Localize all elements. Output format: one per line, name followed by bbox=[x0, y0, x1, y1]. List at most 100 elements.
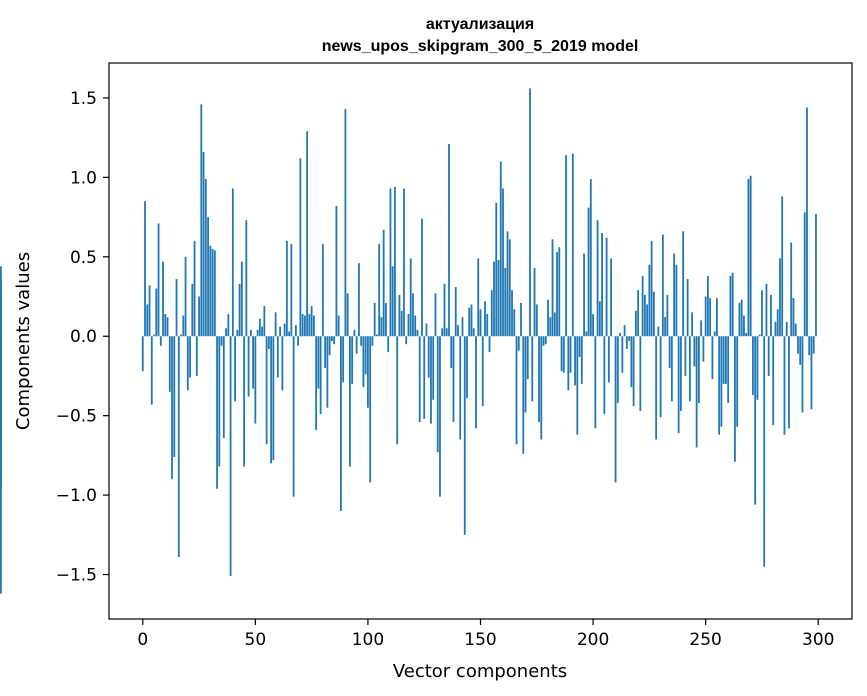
bar bbox=[535, 304, 538, 337]
bar bbox=[682, 231, 685, 337]
bar bbox=[812, 336, 815, 354]
bar bbox=[526, 336, 529, 380]
bar bbox=[533, 267, 536, 337]
bar bbox=[249, 329, 252, 337]
bar bbox=[551, 239, 554, 337]
bar bbox=[267, 336, 270, 349]
bar bbox=[220, 336, 223, 346]
bar bbox=[148, 285, 151, 337]
bar bbox=[578, 336, 581, 357]
bar bbox=[583, 253, 585, 337]
bar bbox=[231, 188, 234, 337]
bar bbox=[182, 315, 185, 337]
bar bbox=[686, 279, 689, 337]
bar bbox=[594, 336, 597, 429]
x-tick-label: 200 bbox=[577, 630, 609, 650]
bar bbox=[758, 334, 761, 337]
bar bbox=[394, 186, 396, 337]
bar bbox=[668, 336, 671, 368]
bar bbox=[749, 175, 752, 337]
bar bbox=[378, 244, 381, 337]
bar bbox=[0, 280, 2, 337]
bar bbox=[770, 294, 772, 337]
bar bbox=[544, 336, 547, 345]
bar bbox=[729, 275, 732, 337]
bar bbox=[619, 333, 621, 337]
bar bbox=[664, 317, 667, 337]
bar bbox=[245, 220, 248, 337]
bar bbox=[743, 315, 745, 337]
bar bbox=[547, 299, 549, 337]
bar bbox=[193, 240, 196, 337]
bar bbox=[628, 336, 630, 341]
bar bbox=[567, 336, 570, 391]
bar bbox=[263, 306, 266, 337]
bar bbox=[157, 223, 160, 337]
bar bbox=[783, 336, 786, 435]
bar bbox=[815, 213, 817, 337]
bar bbox=[659, 336, 662, 418]
y-tick-label: 1.5 bbox=[70, 89, 97, 109]
bar bbox=[623, 325, 626, 337]
bar bbox=[592, 313, 594, 337]
bar bbox=[761, 290, 763, 337]
bar bbox=[657, 326, 660, 337]
bar bbox=[288, 331, 291, 337]
bar bbox=[702, 336, 705, 362]
bar bbox=[713, 331, 716, 337]
bar bbox=[610, 258, 612, 337]
bar bbox=[247, 336, 250, 397]
bar bbox=[499, 161, 502, 337]
bar bbox=[607, 336, 610, 383]
bar bbox=[495, 202, 498, 337]
bar bbox=[776, 309, 779, 337]
bar bbox=[236, 329, 239, 337]
bar bbox=[335, 205, 338, 337]
bar bbox=[522, 336, 525, 454]
y-tick-label: 0.5 bbox=[70, 248, 97, 268]
bar bbox=[0, 336, 2, 446]
bar bbox=[303, 315, 306, 337]
bar bbox=[430, 336, 432, 424]
bar bbox=[461, 317, 464, 337]
bar bbox=[274, 312, 277, 337]
bar bbox=[385, 302, 387, 337]
bar bbox=[333, 336, 336, 345]
bar bbox=[292, 336, 295, 497]
bar bbox=[466, 336, 468, 399]
bar bbox=[763, 336, 766, 567]
bar bbox=[173, 336, 176, 457]
bar bbox=[529, 88, 531, 337]
bar bbox=[207, 217, 209, 337]
bar bbox=[238, 283, 241, 337]
bar bbox=[358, 263, 360, 337]
bar bbox=[380, 317, 383, 337]
bar bbox=[650, 240, 653, 337]
bar bbox=[427, 336, 430, 378]
bar bbox=[403, 188, 405, 337]
bar bbox=[290, 244, 293, 337]
bar bbox=[643, 294, 646, 337]
bar bbox=[556, 252, 558, 337]
bar bbox=[661, 234, 664, 337]
bar bbox=[745, 333, 748, 337]
bar bbox=[502, 188, 504, 337]
x-tick-label: 50 bbox=[245, 630, 267, 650]
bar bbox=[722, 336, 725, 384]
bar bbox=[506, 231, 509, 337]
x-tick-label: 100 bbox=[352, 630, 384, 650]
bar bbox=[558, 247, 561, 337]
bar bbox=[189, 336, 191, 378]
bar bbox=[175, 279, 178, 337]
bar bbox=[472, 328, 475, 337]
bar bbox=[150, 336, 153, 405]
bar bbox=[337, 315, 340, 337]
bar bbox=[326, 336, 329, 408]
x-axis-ticks: 0 50 100 150 200 250 300 bbox=[137, 619, 834, 650]
bar bbox=[598, 301, 601, 337]
bar bbox=[731, 272, 734, 337]
bar bbox=[704, 296, 707, 337]
bar bbox=[810, 336, 813, 410]
bar bbox=[470, 304, 473, 337]
bar bbox=[747, 178, 750, 337]
